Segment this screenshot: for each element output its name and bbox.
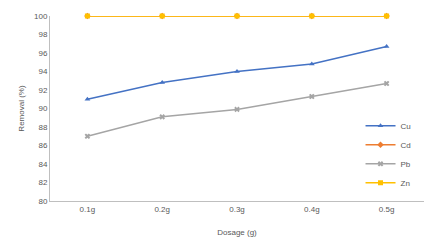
svg-text:98: 98 [38, 30, 47, 39]
svg-text:96: 96 [38, 49, 47, 58]
svg-text:82: 82 [38, 178, 47, 187]
svg-text:Removal (%): Removal (%) [17, 85, 26, 132]
svg-text:100: 100 [34, 12, 48, 21]
svg-text:0.3g: 0.3g [229, 205, 245, 214]
svg-text:86: 86 [38, 141, 47, 150]
svg-text:0.4g: 0.4g [304, 205, 320, 214]
svg-text:90: 90 [38, 104, 47, 113]
svg-text:Cd: Cd [401, 141, 411, 150]
svg-text:Dosage (g): Dosage (g) [217, 228, 257, 237]
svg-text:Zn: Zn [401, 179, 410, 188]
svg-text:Cu: Cu [401, 122, 411, 131]
svg-text:80: 80 [38, 197, 47, 206]
svg-text:88: 88 [38, 123, 47, 132]
svg-text:Pb: Pb [401, 160, 411, 169]
svg-text:0.5g: 0.5g [379, 205, 395, 214]
svg-text:84: 84 [38, 160, 47, 169]
svg-text:92: 92 [38, 86, 47, 95]
svg-text:0.1g: 0.1g [80, 205, 96, 214]
svg-text:0.2g: 0.2g [154, 205, 170, 214]
svg-text:94: 94 [38, 67, 47, 76]
